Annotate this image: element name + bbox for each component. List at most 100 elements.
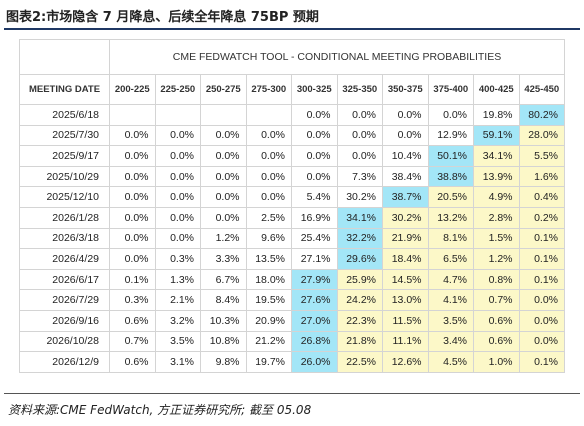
column-header: 250-275 <box>201 75 247 105</box>
date-cell: 2026/7/29 <box>20 290 110 311</box>
value-cell: 34.1% <box>337 208 383 229</box>
value-cell: 6.7% <box>201 269 247 291</box>
value-cell: 0.0% <box>519 290 565 311</box>
value-cell: 1.2% <box>201 228 247 250</box>
value-cell: 0.6% <box>110 311 156 332</box>
value-cell: 34.1% <box>474 146 520 167</box>
value-cell: 22.5% <box>337 352 383 373</box>
value-cell: 20.9% <box>246 311 292 332</box>
value-cell: 16.9% <box>292 208 338 229</box>
value-cell: 0.0% <box>292 166 338 188</box>
date-cell: 2026/6/17 <box>20 269 110 291</box>
column-header: 300-325 <box>292 75 338 105</box>
value-cell: 26.8% <box>292 331 338 353</box>
column-header: 400-425 <box>474 75 520 105</box>
table-frame <box>19 39 565 373</box>
value-cell: 8.4% <box>201 290 247 311</box>
date-cell: 2026/12/9 <box>20 352 110 373</box>
value-cell: 0.0% <box>292 105 338 126</box>
value-cell: 0.0% <box>519 331 565 353</box>
value-cell: 0.2% <box>519 208 565 229</box>
value-cell: 0.0% <box>201 146 247 167</box>
value-cell: 5.5% <box>519 146 565 167</box>
value-cell: 6.5% <box>428 249 474 270</box>
value-cell: 1.6% <box>519 166 565 188</box>
value-cell: 0.1% <box>519 352 565 373</box>
source-note: 资料来源:CME FedWatch, 方正证券研究所; 截至 05.08 <box>8 403 312 417</box>
value-cell: 0.0% <box>155 146 201 167</box>
value-cell: 0.0% <box>155 228 201 250</box>
value-cell: 0.0% <box>155 208 201 229</box>
title-rule <box>4 28 580 30</box>
value-cell: 19.5% <box>246 290 292 311</box>
value-cell: 9.6% <box>246 228 292 250</box>
value-cell: 28.0% <box>519 125 565 147</box>
corner-cell <box>20 40 110 75</box>
value-cell: 4.5% <box>428 352 474 373</box>
value-cell: 27.9% <box>292 269 338 291</box>
value-cell: 0.0% <box>201 187 247 208</box>
value-cell: 10.8% <box>201 331 247 353</box>
column-header: 375-400 <box>428 75 474 105</box>
value-cell: 0.3% <box>155 249 201 270</box>
value-cell: 25.4% <box>292 228 338 250</box>
value-cell: 13.9% <box>474 166 520 188</box>
date-cell: 2025/10/29 <box>20 166 110 188</box>
value-cell: 50.1% <box>428 146 474 167</box>
column-header: 275-300 <box>246 75 292 105</box>
value-cell: 3.5% <box>155 331 201 353</box>
value-cell: 32.2% <box>337 228 383 250</box>
column-header: 325-350 <box>337 75 383 105</box>
value-cell: 38.4% <box>383 166 429 188</box>
value-cell: 0.6% <box>474 331 520 353</box>
value-cell: 30.2% <box>383 208 429 229</box>
source-rule <box>4 393 580 394</box>
value-cell: 3.2% <box>155 311 201 332</box>
value-cell: 0.0% <box>246 187 292 208</box>
value-cell: 11.5% <box>383 311 429 332</box>
value-cell: 0.0% <box>519 311 565 332</box>
value-cell: 4.7% <box>428 269 474 291</box>
value-cell: 0.0% <box>292 125 338 147</box>
value-cell: 0.6% <box>474 311 520 332</box>
value-cell: 3.3% <box>201 249 247 270</box>
value-cell: 8.1% <box>428 228 474 250</box>
column-header: 350-375 <box>383 75 429 105</box>
value-cell: 0.0% <box>155 125 201 147</box>
date-cell: 2026/3/18 <box>20 228 110 250</box>
value-cell: 2.8% <box>474 208 520 229</box>
date-cell: 2025/7/30 <box>20 125 110 147</box>
value-cell: 3.1% <box>155 352 201 373</box>
date-cell: 2026/9/16 <box>20 311 110 332</box>
value-cell: 1.2% <box>474 249 520 270</box>
value-cell: 22.3% <box>337 311 383 332</box>
value-cell: 21.2% <box>246 331 292 353</box>
value-cell: 0.0% <box>246 166 292 188</box>
value-cell: 4.1% <box>428 290 474 311</box>
value-cell: 0.0% <box>110 166 156 188</box>
value-cell: 1.5% <box>474 228 520 250</box>
value-cell: 1.3% <box>155 269 201 291</box>
value-cell <box>246 105 292 126</box>
value-cell: 59.1% <box>474 125 520 147</box>
value-cell: 0.1% <box>519 228 565 250</box>
date-cell: 2026/10/28 <box>20 331 110 353</box>
value-cell: 0.1% <box>519 269 565 291</box>
value-cell: 0.0% <box>337 146 383 167</box>
value-cell: 11.1% <box>383 331 429 353</box>
value-cell <box>155 105 201 126</box>
value-cell: 0.0% <box>201 208 247 229</box>
value-cell: 20.5% <box>428 187 474 208</box>
value-cell: 1.0% <box>474 352 520 373</box>
value-cell: 5.4% <box>292 187 338 208</box>
value-cell: 18.0% <box>246 269 292 291</box>
value-cell: 0.7% <box>474 290 520 311</box>
value-cell: 0.1% <box>110 269 156 291</box>
date-cell: 2025/12/10 <box>20 187 110 208</box>
value-cell: 2.1% <box>155 290 201 311</box>
column-header: 425-450 <box>519 75 565 105</box>
column-header: 225-250 <box>155 75 201 105</box>
date-cell: 2025/9/17 <box>20 146 110 167</box>
